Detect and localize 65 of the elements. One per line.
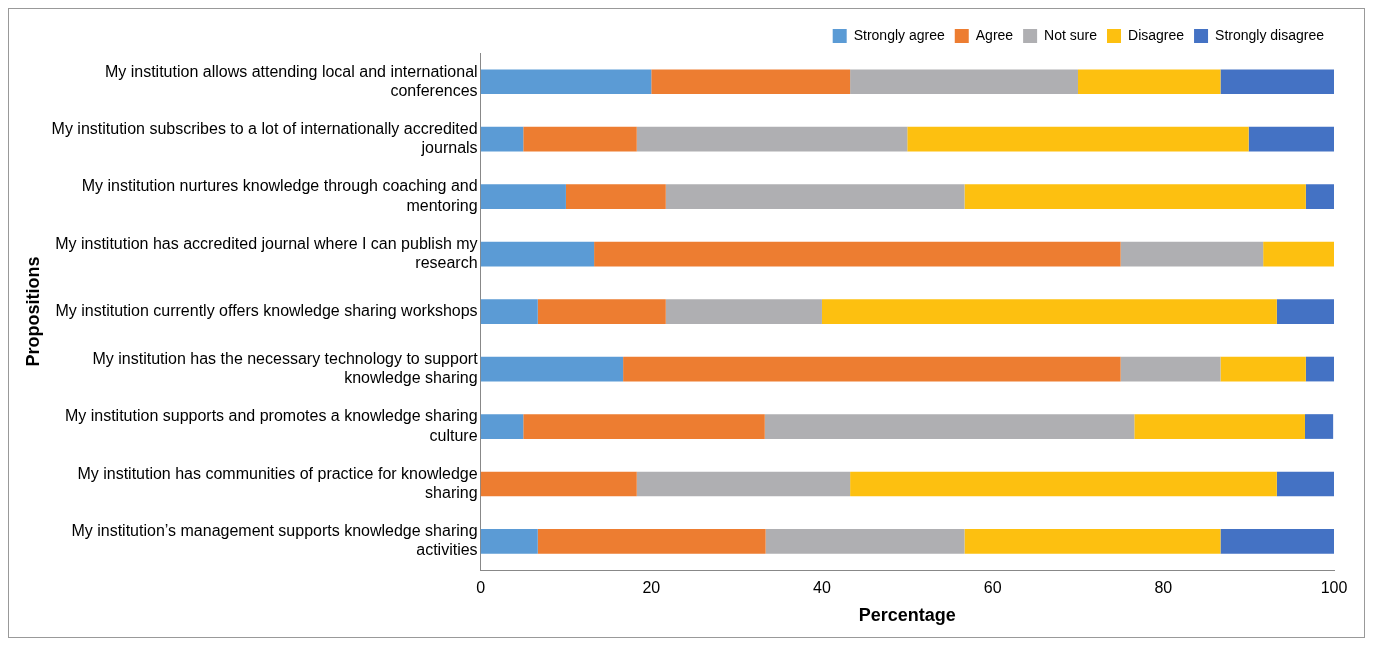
y-tick-label: My institution allows attending local and international conferences (104, 62, 478, 99)
bar (480, 299, 538, 324)
y-tick-label: My institution currently offers knowledge sharing workshops (55, 302, 478, 320)
bar (850, 69, 1078, 95)
bar (480, 414, 524, 439)
bar (523, 126, 637, 152)
y-tick-label: My institution has communities of practice for knowledge sharing (77, 464, 478, 502)
y-tick-label: My institution nurtures knowledge through coaching and mentoring (81, 177, 478, 214)
bar (665, 299, 822, 324)
bar (1305, 184, 1334, 210)
legend-label: Strongly disagree (1215, 26, 1325, 43)
bar (537, 529, 766, 554)
y-tick-label: My institution has the necessary technology to support knowledge sharing (92, 349, 479, 387)
bar (850, 471, 1277, 497)
bar (1220, 529, 1334, 554)
bar (1305, 356, 1334, 382)
bar (1276, 299, 1334, 324)
bar (1120, 356, 1221, 382)
legend-label: Agree (975, 26, 1014, 43)
x-axis-title: Percentage (858, 605, 956, 626)
y-tick-label: My institution’s management supports knowledge sharing activities (71, 522, 478, 559)
bar (907, 126, 1249, 152)
x-tick-label: 20 (642, 579, 661, 597)
bar (480, 69, 652, 95)
bar (665, 184, 965, 210)
bar (480, 356, 624, 382)
bar (1248, 126, 1334, 152)
bar (1263, 241, 1334, 267)
legend-label: Disagree (1128, 26, 1185, 43)
bar (523, 414, 765, 439)
bar (821, 299, 1277, 324)
bar (480, 241, 595, 267)
bar (623, 356, 1121, 382)
y-tick-label: My institution has accredited journal where I can publish my research (55, 234, 478, 272)
bar (1220, 356, 1306, 382)
legend-label: Not sure (1044, 26, 1098, 43)
bar (764, 414, 1135, 439)
bar (1304, 414, 1334, 439)
y-tick-label: My institution supports and promotes a knowledge sharing culture (64, 407, 478, 444)
bar (651, 69, 851, 95)
legend-label: Strongly agree (853, 26, 945, 43)
x-tick-label: 0 (476, 579, 486, 597)
bar (480, 126, 524, 152)
bar (565, 184, 666, 210)
bar (594, 241, 1121, 267)
bar (1276, 471, 1334, 497)
bar (636, 126, 908, 152)
bar (480, 529, 538, 554)
x-tick-label: 40 (813, 579, 831, 597)
y-axis-title: Propositions (22, 256, 43, 367)
bar (964, 529, 1221, 554)
x-tick-label: 60 (983, 579, 1002, 597)
x-tick-label: 100 (1320, 579, 1348, 597)
bar (765, 529, 965, 554)
bar (537, 299, 666, 324)
bar (1220, 69, 1334, 95)
x-tick-label: 80 (1154, 579, 1173, 597)
y-tick-label: My institution subscribes to a lot of internationally accredited journals (51, 120, 478, 157)
bar (1134, 414, 1305, 439)
bar (1120, 241, 1264, 267)
bar (480, 471, 637, 497)
bar (1077, 69, 1221, 95)
bar (480, 184, 566, 210)
bar (636, 471, 851, 497)
bar (964, 184, 1306, 210)
